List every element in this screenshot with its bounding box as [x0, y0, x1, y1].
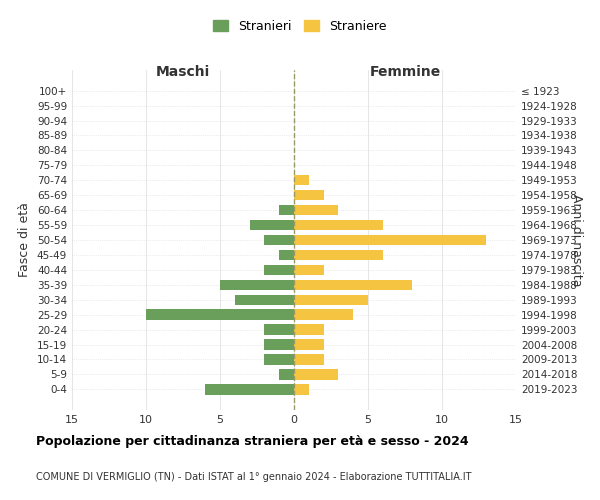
Bar — [294, 280, 412, 290]
Bar — [294, 190, 323, 200]
Bar — [265, 354, 294, 364]
Bar — [279, 369, 294, 380]
Bar — [235, 294, 294, 305]
Bar — [220, 280, 294, 290]
Bar — [294, 264, 323, 275]
Bar — [294, 310, 353, 320]
Y-axis label: Fasce di età: Fasce di età — [19, 202, 31, 278]
Bar — [294, 175, 309, 186]
Bar — [265, 235, 294, 245]
Bar — [146, 310, 294, 320]
Bar — [265, 264, 294, 275]
Text: COMUNE DI VERMIGLIO (TN) - Dati ISTAT al 1° gennaio 2024 - Elaborazione TUTTITAL: COMUNE DI VERMIGLIO (TN) - Dati ISTAT al… — [36, 472, 472, 482]
Bar — [294, 235, 487, 245]
Text: Maschi: Maschi — [156, 64, 210, 78]
Bar — [294, 369, 338, 380]
Bar — [294, 294, 368, 305]
Bar — [294, 250, 383, 260]
Bar — [294, 220, 383, 230]
Bar — [205, 384, 294, 394]
Bar — [294, 384, 309, 394]
Bar — [279, 250, 294, 260]
Bar — [265, 324, 294, 335]
Text: Femmine: Femmine — [370, 64, 440, 78]
Bar — [279, 205, 294, 216]
Bar — [250, 220, 294, 230]
Bar — [294, 354, 323, 364]
Y-axis label: Anni di nascita: Anni di nascita — [570, 194, 583, 286]
Text: Popolazione per cittadinanza straniera per età e sesso - 2024: Popolazione per cittadinanza straniera p… — [36, 435, 469, 448]
Bar — [265, 340, 294, 349]
Bar — [294, 324, 323, 335]
Bar — [294, 340, 323, 349]
Bar — [294, 205, 338, 216]
Legend: Stranieri, Straniere: Stranieri, Straniere — [209, 16, 391, 37]
